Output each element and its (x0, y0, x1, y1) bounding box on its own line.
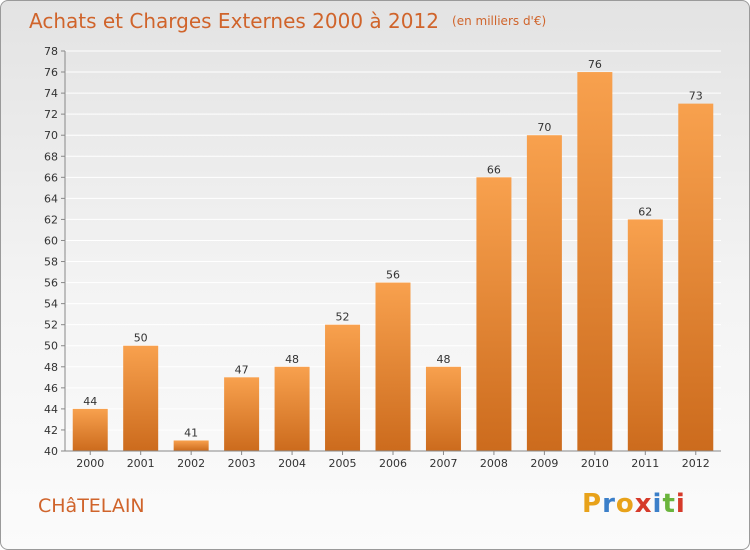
y-tick-label: 66 (44, 171, 58, 184)
value-label-2011: 62 (638, 205, 652, 218)
bar-2005[interactable] (325, 324, 361, 451)
value-label-2008: 66 (487, 163, 501, 176)
x-tick-label-2012: 2012 (682, 457, 710, 470)
value-label-2003: 47 (235, 363, 249, 376)
bar-2006[interactable] (375, 282, 411, 451)
bar-2002[interactable] (173, 440, 209, 451)
value-label-2010: 76 (588, 58, 602, 71)
x-tick-label-2005: 2005 (329, 457, 357, 470)
value-label-2012: 73 (689, 90, 703, 103)
chart-unit: (en milliers d'€) (452, 14, 547, 28)
logo-letter: i (675, 489, 686, 519)
chart-title: Achats et Charges Externes 2000 à 2012 (29, 9, 439, 33)
y-tick-label: 42 (44, 424, 58, 437)
y-tick-label: 48 (44, 361, 58, 374)
x-tick-label-2000: 2000 (76, 457, 104, 470)
proxiti-logo[interactable]: Proxiti (582, 489, 686, 519)
x-tick-label-2006: 2006 (379, 457, 407, 470)
y-tick-label: 62 (44, 213, 58, 226)
value-label-2001: 50 (134, 332, 148, 345)
y-tick-label: 78 (44, 45, 58, 58)
y-tick-label: 70 (44, 129, 58, 142)
place-name: CHâTELAIN (38, 495, 145, 517)
labels: 40 42 44 46 48 50 52 54 56 58 60 62 64 66 68 70 72 74 76 78… (44, 45, 710, 470)
x-tick-label-2003: 2003 (228, 457, 256, 470)
x-tick-label-2004: 2004 (278, 457, 306, 470)
logo-letter: o (615, 489, 635, 519)
x-tick-label-2010: 2010 (581, 457, 609, 470)
x-tick-label-2007: 2007 (429, 457, 457, 470)
x-tick-label-2008: 2008 (480, 457, 508, 470)
value-label-2002: 41 (184, 426, 198, 439)
y-tick-label: 50 (44, 340, 58, 353)
value-label-2009: 70 (537, 121, 551, 134)
logo-letter: P (582, 489, 603, 519)
x-tick-label-2009: 2009 (530, 457, 558, 470)
x-tick-label-2002: 2002 (177, 457, 205, 470)
bar-2012[interactable] (678, 103, 714, 451)
logo-letter: i (652, 489, 663, 519)
y-tick-label: 64 (44, 192, 58, 205)
y-tick-label: 46 (44, 382, 58, 395)
logo-letter: r (602, 489, 616, 519)
y-tick-label: 74 (44, 87, 58, 100)
value-label-2007: 48 (436, 353, 450, 366)
bar-2000[interactable] (72, 408, 108, 451)
bar-2007[interactable] (425, 366, 461, 451)
value-label-2006: 56 (386, 269, 400, 282)
value-label-2004: 48 (285, 353, 299, 366)
value-label-2005: 52 (336, 311, 350, 324)
y-tick-label: 52 (44, 319, 58, 332)
logo-letter: t (662, 489, 676, 519)
y-tick-label: 60 (44, 234, 58, 247)
bar-2010[interactable] (577, 72, 613, 451)
y-tick-label: 58 (44, 256, 58, 269)
bar-2011[interactable] (627, 219, 663, 451)
x-tick-label-2011: 2011 (631, 457, 659, 470)
y-tick-label: 44 (44, 403, 58, 416)
logo-letter: x (634, 489, 653, 519)
y-tick-label: 40 (44, 445, 58, 458)
axes (61, 50, 721, 455)
value-label-2000: 44 (83, 395, 97, 408)
bars (72, 72, 714, 452)
bar-2003[interactable] (224, 377, 260, 451)
x-tick-label-2001: 2001 (127, 457, 155, 470)
chart-title-block: Achats et Charges Externes 2000 à 2012 (… (29, 9, 546, 33)
bar-2004[interactable] (274, 366, 310, 451)
y-tick-label: 54 (44, 298, 58, 311)
bar-2008[interactable] (476, 177, 512, 451)
bar-2001[interactable] (123, 345, 159, 451)
bar-2009[interactable] (526, 135, 562, 452)
y-tick-label: 68 (44, 150, 58, 163)
y-tick-label: 76 (44, 66, 58, 79)
y-tick-label: 72 (44, 108, 58, 121)
y-tick-label: 56 (44, 277, 58, 290)
